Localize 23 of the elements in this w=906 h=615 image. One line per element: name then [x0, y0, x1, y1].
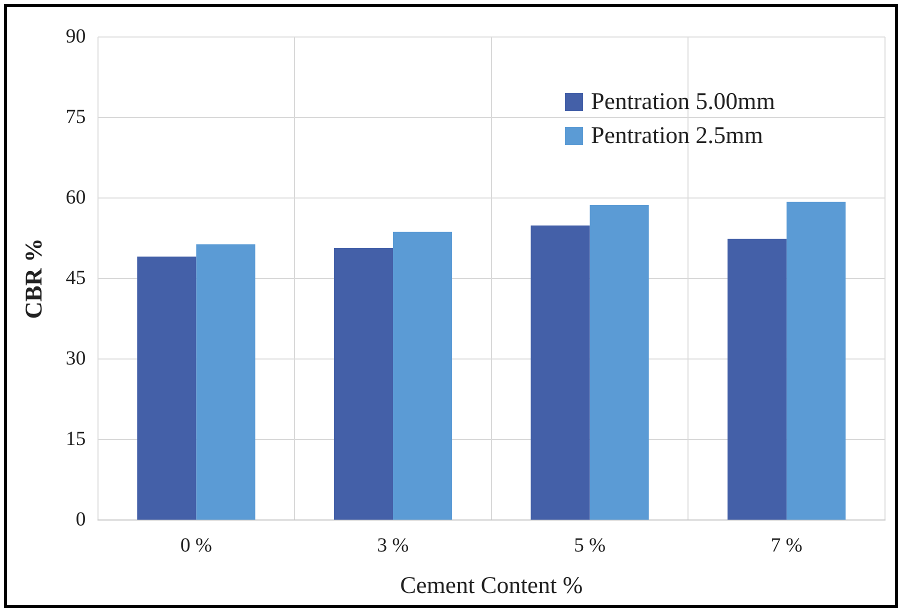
bar — [786, 202, 846, 520]
bar — [728, 238, 787, 520]
y-tick-label: 60 — [66, 186, 86, 208]
y-tick-label: 45 — [66, 266, 86, 289]
x-tick-label: 0 % — [180, 534, 212, 556]
x-tick-label: 5 % — [574, 534, 606, 556]
y-tick-label: 0 — [76, 508, 86, 530]
bar — [393, 232, 452, 520]
bar — [196, 244, 256, 520]
bar — [590, 205, 649, 520]
bar — [334, 248, 393, 520]
bar — [530, 225, 590, 520]
x-axis-title: Cement Content % — [400, 572, 583, 599]
legend-label: Pentration 2.5mm — [591, 122, 763, 151]
y-tick-label: 30 — [66, 347, 86, 370]
x-tick-label: 3 % — [377, 534, 409, 556]
x-tick-label: 7 % — [770, 534, 802, 556]
bar — [137, 256, 196, 520]
y-tick-label: 15 — [66, 428, 86, 450]
y-tick-label: 75 — [66, 106, 86, 128]
y-tick-label: 90 — [66, 25, 86, 48]
y-axis-title: CBR % — [22, 238, 48, 319]
legend-label: Pentration 5.00mm — [591, 88, 775, 117]
